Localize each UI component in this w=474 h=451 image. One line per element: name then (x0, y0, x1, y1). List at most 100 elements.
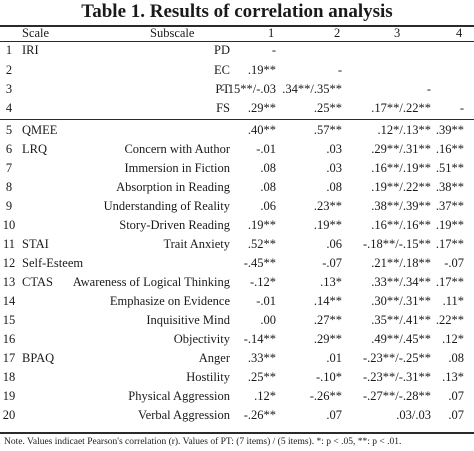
table-row: 8 Absorption in Reading .08 .08 .19**/.22**.… (0, 178, 474, 197)
cell-col-3: .21**/.18** (371, 256, 431, 270)
cell-col-4: .13* (442, 370, 464, 384)
row-number: 4 (5, 101, 13, 115)
cell-col-2: .19** (313, 218, 342, 232)
bottom-rule (0, 432, 474, 434)
group-rule (0, 119, 474, 120)
cell-col-4: .07 (448, 389, 464, 403)
subscale-cell: Story-Driven Reading (119, 218, 230, 232)
cell-col-1: - (271, 43, 276, 57)
cell-col-4: .39** (435, 123, 464, 137)
cell-col-1: .29** (247, 101, 276, 115)
cell-col-4: .12* (442, 332, 464, 346)
row-number: 8 (5, 180, 13, 194)
cell-col-4: .16** (435, 142, 464, 156)
subscale-cell: FS (216, 101, 230, 115)
row-number: 2 (5, 63, 13, 77)
row-number: 5 (5, 123, 13, 137)
cell-col-3: .33**/.34** (371, 275, 431, 289)
cell-col-1: .40** (247, 123, 276, 137)
table-row: 11 STAI Trait Anxiety .52** .06 -.18**/-.15**… (0, 235, 474, 254)
row-number: 20 (2, 408, 16, 422)
cell-col-2: .01 (326, 351, 342, 365)
subscale-cell: Understanding of Reality (103, 199, 230, 213)
table-row: 13 CTAS Awareness of Logical Thinking -.12*… (0, 273, 474, 292)
cell-col-3: .19**/.22** (371, 180, 431, 194)
cell-col-1: -.14** (243, 332, 276, 346)
row-number: 14 (2, 294, 16, 308)
table-row: 12 Self-Esteem -.45** -.07 .21**/.18** -.07 (0, 254, 474, 273)
subscale-cell: Anger (198, 351, 230, 365)
cell-col-2: .57** (313, 123, 342, 137)
cell-col-1: -.26** (243, 408, 276, 422)
row-number: 6 (5, 142, 13, 156)
cell-col-4: .19** (435, 218, 464, 232)
table-row: 18 Hostility .25** -.10* -.23**/-.31** .13* (0, 368, 474, 387)
table-row: 20 Verbal Aggression -.26** .07 .03/.03 .07 (0, 406, 474, 425)
header-scale: Scale (22, 26, 50, 40)
cell-col-3: -.23**/-.31** (362, 370, 431, 384)
table-row: 6 LRQ Concern with Author -.01 .03 .29**/.31*… (0, 140, 474, 159)
cell-col-2: .06 (326, 237, 342, 251)
table-row: 5 QMEE .40** .57** .12*/.13** .39** (0, 121, 474, 140)
subscale-cell: PT (215, 82, 230, 96)
row-number: 10 (2, 218, 16, 232)
cell-col-1: .00 (260, 313, 276, 327)
table-row: 10 Story-Driven Reading .19** .19** .16**/.1… (0, 216, 474, 235)
cell-col-3: .17**/.22** (371, 101, 431, 115)
cell-col-1: -.12* (249, 275, 276, 289)
cell-col-4: .22** (435, 313, 464, 327)
table-row: 7 Immersion in Fiction .08 .03 .16**/.19** .5… (0, 159, 474, 178)
cell-col-3: .35**/.41** (371, 313, 431, 327)
cell-col-1: .19** (247, 218, 276, 232)
top-rule (0, 25, 474, 27)
cell-col-2: .14** (313, 294, 342, 308)
cell-col-4: .08 (448, 351, 464, 365)
cell-col-3: .03/.03 (396, 408, 431, 422)
row-number: 3 (5, 82, 13, 96)
table-row: 9 Understanding of Reality .06 .23** .38**/.… (0, 197, 474, 216)
table-row: 1 IRI PD - (0, 41, 474, 60)
cell-col-3: -.27**/-.28** (362, 389, 431, 403)
cell-col-1: -.01 (256, 294, 276, 308)
subscale-cell: Concern with Author (124, 142, 230, 156)
cell-col-2: -.26** (309, 389, 342, 403)
cell-col-4: .11* (442, 294, 464, 308)
cell-col-2: .34**/.35** (282, 82, 342, 96)
cell-col-1: -.01 (256, 142, 276, 156)
cell-col-4: .07 (448, 408, 464, 422)
scale-cell: BPAQ (22, 351, 55, 365)
header-subscale: Subscale (150, 26, 195, 40)
row-number: 15 (2, 313, 16, 327)
scale-cell: IRI (22, 43, 39, 57)
header-col-1: 1 (268, 26, 275, 40)
cell-col-2: - (337, 63, 342, 77)
scale-cell: Self-Esteem (22, 256, 84, 270)
row-number: 1 (5, 43, 13, 57)
cell-col-1: .33** (247, 351, 276, 365)
subscale-cell: Emphasize on Evidence (109, 294, 230, 308)
table-row: 3 PT -.15**/-.03 .34**/.35** - (0, 80, 474, 99)
cell-col-2: .13* (320, 275, 342, 289)
header-col-2: 2 (334, 26, 341, 40)
subscale-cell: Inquisitive Mind (146, 313, 230, 327)
header-col-4: 4 (456, 26, 463, 40)
cell-col-2: -.07 (322, 256, 342, 270)
subscale-cell: Physical Aggression (128, 389, 230, 403)
cell-col-1: .06 (260, 199, 276, 213)
cell-col-2: .27** (313, 313, 342, 327)
subscale-cell: Immersion in Fiction (124, 161, 230, 175)
subscale-cell: Objectivity (173, 332, 230, 346)
cell-col-4: - (459, 101, 464, 115)
table-title: Table 1. Results of correlation analysis (81, 1, 393, 22)
cell-col-4: .51** (435, 161, 464, 175)
table-row: 16 Objectivity -.14** .29** .49**/.45** .12* (0, 330, 474, 349)
cell-col-4: .37** (435, 199, 464, 213)
cell-col-2: .07 (326, 408, 342, 422)
cell-col-3: .16**/.19** (371, 161, 431, 175)
cell-col-3: -.18**/-.15** (362, 237, 431, 251)
row-number: 11 (2, 237, 16, 251)
cell-col-4: .17** (435, 237, 464, 251)
cell-col-2: -.10* (315, 370, 342, 384)
cell-col-3: .30**/.31** (371, 294, 431, 308)
subscale-cell: Trait Anxiety (163, 237, 230, 251)
